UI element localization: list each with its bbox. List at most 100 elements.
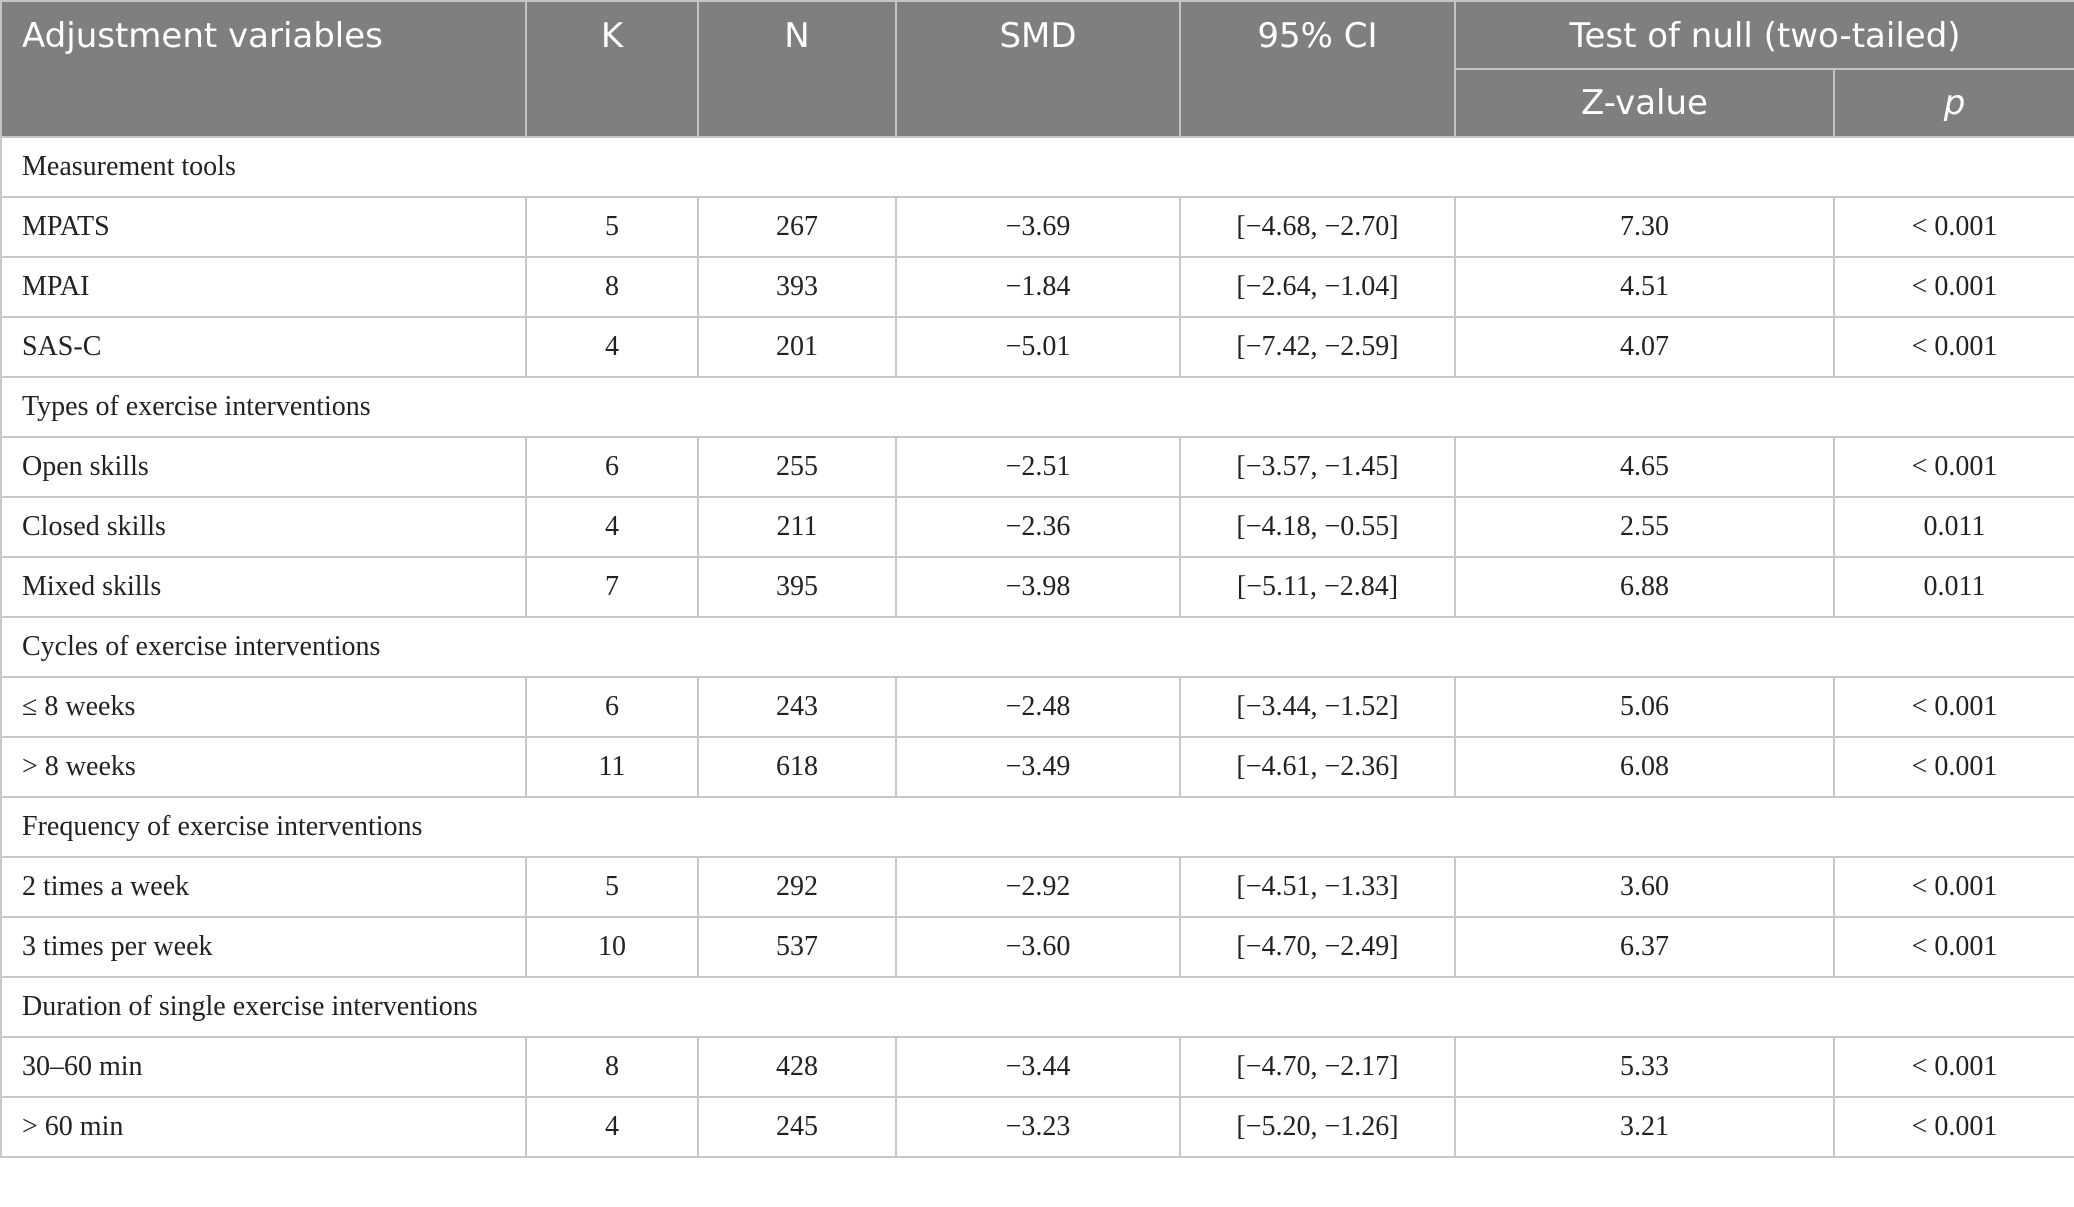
row-label: ≤ 8 weeks xyxy=(0,676,527,738)
cell-ci: [−4.61, −2.36] xyxy=(1179,736,1456,798)
subgroup-analysis-table: Adjustment variables K N SMD 95% CI Test… xyxy=(0,0,2074,1158)
group-title: Types of exercise interventions xyxy=(0,376,2074,438)
group-title: Duration of single exercise intervention… xyxy=(0,976,2074,1038)
cell-ci: [−5.20, −1.26] xyxy=(1179,1096,1456,1158)
cell-z: 5.06 xyxy=(1454,676,1835,738)
header-smd: SMD xyxy=(895,0,1181,138)
row-label: SAS-C xyxy=(0,316,527,378)
group-row: Cycles of exercise interventions xyxy=(0,616,2074,678)
cell-ci: [−2.64, −1.04] xyxy=(1179,256,1456,318)
row-label: 2 times a week xyxy=(0,856,527,918)
cell-n: 243 xyxy=(697,676,897,738)
header-z-value: Z-value xyxy=(1454,68,1835,138)
group-title: Frequency of exercise interventions xyxy=(0,796,2074,858)
cell-z: 6.08 xyxy=(1454,736,1835,798)
cell-n: 255 xyxy=(697,436,897,498)
cell-p: 0.011 xyxy=(1832,556,2074,618)
cell-ci: [−4.18, −0.55] xyxy=(1179,496,1456,558)
cell-z: 6.37 xyxy=(1454,916,1835,978)
cell-n: 428 xyxy=(697,1036,897,1098)
cell-n: 395 xyxy=(697,556,897,618)
cell-n: 393 xyxy=(697,256,897,318)
table-row: ≤ 8 weeks 6 243 −2.48 [−3.44, −1.52] 5.0… xyxy=(0,676,2074,738)
cell-p: < 0.001 xyxy=(1832,916,2074,978)
cell-p: < 0.001 xyxy=(1832,316,2074,378)
cell-p: < 0.001 xyxy=(1832,1096,2074,1158)
cell-z: 5.33 xyxy=(1454,1036,1835,1098)
cell-p: 0.011 xyxy=(1832,496,2074,558)
cell-p: < 0.001 xyxy=(1832,676,2074,738)
cell-smd: −2.92 xyxy=(895,856,1181,918)
cell-k: 5 xyxy=(525,856,699,918)
cell-n: 292 xyxy=(697,856,897,918)
cell-z: 2.55 xyxy=(1454,496,1835,558)
header-test-of-null: Test of null (two-tailed) xyxy=(1453,0,2074,70)
header-n: N xyxy=(697,0,897,138)
cell-k: 5 xyxy=(525,196,699,258)
cell-smd: −3.49 xyxy=(895,736,1181,798)
cell-ci: [−3.44, −1.52] xyxy=(1179,676,1456,738)
cell-smd: −3.69 xyxy=(895,196,1181,258)
cell-smd: −3.60 xyxy=(895,916,1181,978)
cell-k: 10 xyxy=(525,916,699,978)
cell-smd: −2.48 xyxy=(895,676,1181,738)
row-label: 3 times per week xyxy=(0,916,527,978)
group-title: Cycles of exercise interventions xyxy=(0,616,2074,678)
table-row: Closed skills 4 211 −2.36 [−4.18, −0.55]… xyxy=(0,496,2074,558)
table-row: > 8 weeks 11 618 −3.49 [−4.61, −2.36] 6.… xyxy=(0,736,2074,798)
cell-p: < 0.001 xyxy=(1832,856,2074,918)
row-label: Mixed skills xyxy=(0,556,527,618)
cell-smd: −3.23 xyxy=(895,1096,1181,1158)
cell-k: 4 xyxy=(525,1096,699,1158)
table-row: MPAI 8 393 −1.84 [−2.64, −1.04] 4.51 < 0… xyxy=(0,256,2074,318)
cell-ci: [−4.51, −1.33] xyxy=(1179,856,1456,918)
cell-ci: [−4.68, −2.70] xyxy=(1179,196,1456,258)
row-label: Closed skills xyxy=(0,496,527,558)
cell-ci: [−5.11, −2.84] xyxy=(1179,556,1456,618)
table-row: 2 times a week 5 292 −2.92 [−4.51, −1.33… xyxy=(0,856,2074,918)
header-adjustment-variables: Adjustment variables xyxy=(0,0,527,138)
cell-k: 8 xyxy=(525,256,699,318)
cell-k: 7 xyxy=(525,556,699,618)
row-label: MPAI xyxy=(0,256,527,318)
cell-n: 211 xyxy=(697,496,897,558)
header-p: p xyxy=(1832,68,2074,138)
cell-smd: −3.98 xyxy=(895,556,1181,618)
cell-n: 537 xyxy=(697,916,897,978)
cell-p: < 0.001 xyxy=(1832,196,2074,258)
group-row: Frequency of exercise interventions xyxy=(0,796,2074,858)
row-label: > 8 weeks xyxy=(0,736,527,798)
cell-n: 618 xyxy=(697,736,897,798)
cell-ci: [−4.70, −2.49] xyxy=(1179,916,1456,978)
table-row: SAS-C 4 201 −5.01 [−7.42, −2.59] 4.07 < … xyxy=(0,316,2074,378)
group-row: Measurement tools xyxy=(0,136,2074,198)
cell-z: 6.88 xyxy=(1454,556,1835,618)
cell-p: < 0.001 xyxy=(1832,256,2074,318)
cell-p: < 0.001 xyxy=(1832,736,2074,798)
cell-z: 7.30 xyxy=(1454,196,1835,258)
cell-k: 11 xyxy=(525,736,699,798)
row-label: > 60 min xyxy=(0,1096,527,1158)
row-label: Open skills xyxy=(0,436,527,498)
group-row: Types of exercise interventions xyxy=(0,376,2074,438)
cell-ci: [−7.42, −2.59] xyxy=(1179,316,1456,378)
cell-ci: [−4.70, −2.17] xyxy=(1179,1036,1456,1098)
row-label: MPATS xyxy=(0,196,527,258)
row-label: 30–60 min xyxy=(0,1036,527,1098)
cell-n: 245 xyxy=(697,1096,897,1158)
cell-n: 267 xyxy=(697,196,897,258)
cell-smd: −5.01 xyxy=(895,316,1181,378)
table-row: > 60 min 4 245 −3.23 [−5.20, −1.26] 3.21… xyxy=(0,1096,2074,1158)
cell-k: 6 xyxy=(525,436,699,498)
cell-k: 6 xyxy=(525,676,699,738)
group-title: Measurement tools xyxy=(0,136,2074,198)
group-row: Duration of single exercise intervention… xyxy=(0,976,2074,1038)
cell-n: 201 xyxy=(697,316,897,378)
cell-smd: −1.84 xyxy=(895,256,1181,318)
cell-k: 4 xyxy=(525,496,699,558)
header-k: K xyxy=(525,0,699,138)
table-row: 30–60 min 8 428 −3.44 [−4.70, −2.17] 5.3… xyxy=(0,1036,2074,1098)
cell-z: 4.07 xyxy=(1454,316,1835,378)
cell-z: 4.65 xyxy=(1454,436,1835,498)
table-body: Measurement tools MPATS 5 267 −3.69 [−4.… xyxy=(0,136,2074,1158)
